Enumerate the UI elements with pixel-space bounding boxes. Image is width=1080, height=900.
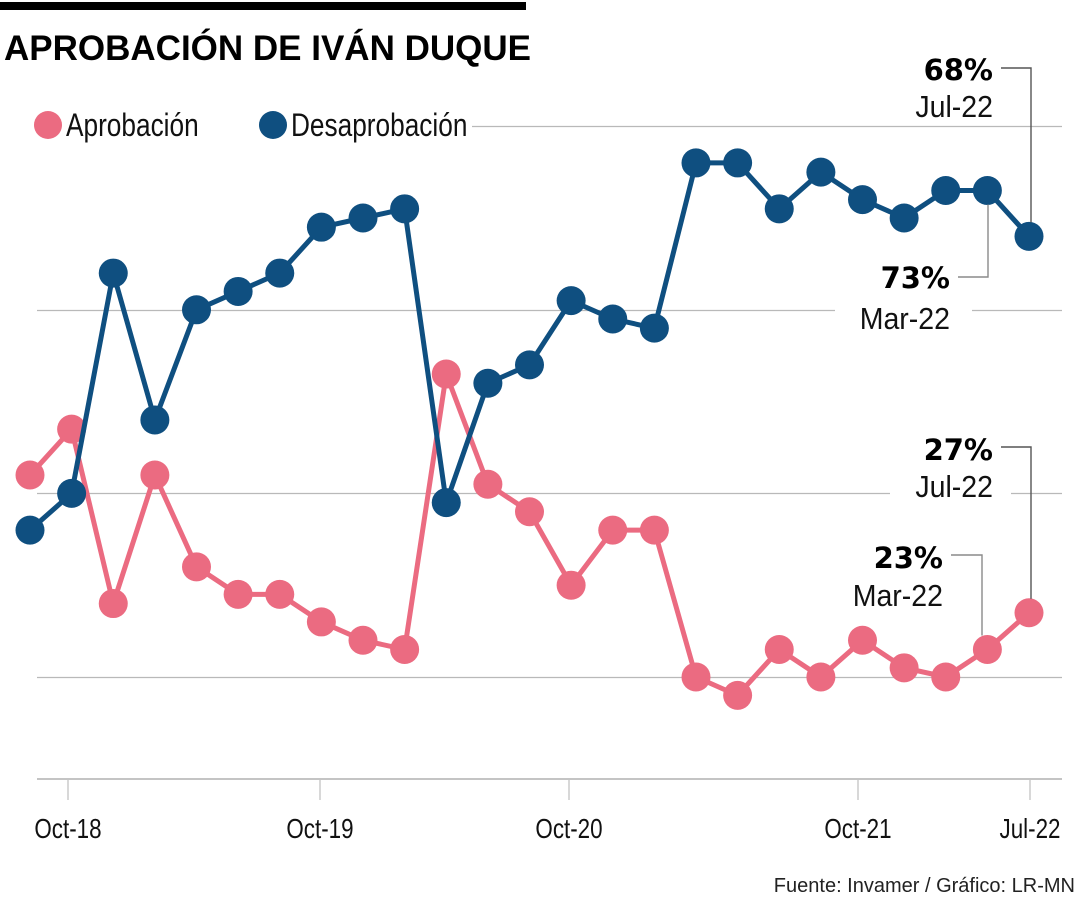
data-point-aprobacion[interactable] — [390, 634, 420, 664]
data-point-desaprobacion[interactable] — [140, 405, 170, 435]
data-point-desaprobacion[interactable] — [515, 350, 544, 380]
data-point-aprobacion[interactable] — [972, 634, 1002, 664]
annotation-value: 27% — [924, 433, 993, 467]
annotation-date: Mar-22 — [853, 579, 943, 613]
data-point-aprobacion[interactable] — [681, 662, 711, 692]
series-desaprobacion — [15, 148, 1044, 545]
x-axis: Oct-18 Oct-19 Oct-20 Oct-21 Jul-22 — [34, 778, 1062, 845]
x-tick-label: Oct-21 — [824, 814, 891, 845]
data-point-desaprobacion[interactable] — [764, 194, 794, 224]
legend-swatch-desaprobacion — [259, 111, 287, 139]
data-point-aprobacion[interactable] — [57, 414, 87, 444]
data-point-desaprobacion[interactable] — [1014, 221, 1044, 251]
data-point-desaprobacion[interactable] — [889, 203, 919, 233]
x-tick-label: Oct-20 — [535, 814, 602, 845]
data-point-aprobacion[interactable] — [764, 634, 794, 664]
annotation-date: Jul-22 — [915, 90, 993, 124]
annotation-leader-line — [951, 554, 983, 636]
annotation-leader-line — [1001, 67, 1032, 223]
annotation-date: Jul-22 — [915, 470, 993, 504]
annotation-desaprobacion-jul-22: 68%Jul-22 — [915, 53, 1032, 223]
data-point-aprobacion[interactable] — [431, 359, 461, 389]
data-point-aprobacion[interactable] — [15, 460, 45, 490]
data-point-aprobacion[interactable] — [1014, 598, 1044, 628]
x-tick-label: Oct-19 — [286, 814, 353, 845]
data-point-aprobacion[interactable] — [848, 625, 877, 655]
legend-item-aprobacion[interactable]: Aprobación — [34, 109, 199, 144]
x-tick-label: Jul-22 — [1000, 814, 1061, 845]
data-point-desaprobacion[interactable] — [681, 148, 711, 178]
series-line-aprobacion — [28, 371, 1031, 698]
data-point-aprobacion[interactable] — [639, 515, 669, 545]
title-bar — [0, 2, 526, 10]
legend: Aprobación Desaprobación — [34, 109, 467, 144]
data-point-desaprobacion[interactable] — [306, 212, 336, 242]
annotation-desaprobacion-mar-22: 73% Mar-22 — [860, 204, 989, 336]
annotation-value: 23% — [874, 541, 943, 575]
data-point-aprobacion[interactable] — [223, 579, 253, 609]
legend-label-desaprobacion: Desaprobación — [291, 109, 467, 144]
annotation-value: 68% — [924, 53, 993, 87]
legend-item-desaprobacion[interactable]: Desaprobación — [259, 109, 467, 144]
data-point-desaprobacion[interactable] — [556, 286, 586, 316]
data-point-desaprobacion[interactable] — [265, 258, 295, 288]
data-point-aprobacion[interactable] — [515, 497, 544, 527]
data-point-aprobacion[interactable] — [98, 589, 128, 619]
data-point-desaprobacion[interactable] — [182, 295, 211, 325]
series-line-desaprobacion — [28, 160, 1031, 532]
source-note: Fuente: Invamer / Gráfico: LR-MN — [774, 875, 1075, 897]
data-point-aprobacion[interactable] — [556, 570, 586, 600]
data-point-aprobacion[interactable] — [598, 515, 628, 545]
data-point-desaprobacion[interactable] — [390, 194, 420, 224]
data-point-aprobacion[interactable] — [348, 625, 378, 655]
data-point-aprobacion[interactable] — [140, 460, 170, 490]
gridlines — [37, 125, 1062, 679]
data-point-desaprobacion[interactable] — [348, 203, 378, 233]
data-point-desaprobacion[interactable] — [723, 148, 753, 178]
data-point-aprobacion[interactable] — [473, 469, 503, 499]
legend-label-aprobacion: Aprobación — [66, 109, 199, 144]
data-point-aprobacion[interactable] — [889, 653, 919, 683]
data-point-desaprobacion[interactable] — [15, 515, 45, 545]
data-point-aprobacion[interactable] — [723, 680, 753, 710]
chart-title: APROBACIÓN DE IVÁN DUQUE — [4, 28, 531, 68]
data-point-desaprobacion[interactable] — [931, 175, 961, 205]
data-point-aprobacion[interactable] — [265, 579, 295, 609]
annotation-value: 73% — [881, 261, 950, 295]
legend-swatch-aprobacion — [34, 111, 62, 139]
data-point-desaprobacion[interactable] — [57, 478, 87, 508]
data-point-desaprobacion[interactable] — [972, 175, 1002, 205]
series-layer — [15, 148, 1044, 710]
data-point-aprobacion[interactable] — [182, 552, 211, 582]
annotation-aprobacion-mar-22: 23% Mar-22 — [853, 541, 983, 636]
data-point-desaprobacion[interactable] — [598, 304, 628, 334]
series-aprobacion — [15, 359, 1044, 710]
data-point-aprobacion[interactable] — [931, 662, 961, 692]
data-point-desaprobacion[interactable] — [639, 313, 669, 343]
data-point-aprobacion[interactable] — [306, 607, 336, 637]
annotation-leader-line — [1001, 446, 1032, 599]
data-point-aprobacion[interactable] — [806, 662, 836, 692]
data-point-desaprobacion[interactable] — [223, 276, 253, 306]
data-point-desaprobacion[interactable] — [848, 185, 877, 215]
data-point-desaprobacion[interactable] — [473, 368, 503, 398]
data-point-desaprobacion[interactable] — [431, 488, 461, 518]
annotation-date: Mar-22 — [860, 302, 950, 336]
data-point-desaprobacion[interactable] — [98, 258, 128, 288]
data-point-desaprobacion[interactable] — [806, 157, 836, 187]
x-tick-label: Oct-18 — [34, 814, 101, 845]
annotation-leader-line — [958, 204, 989, 278]
annotation-aprobacion-jul-22: 27%Jul-22 — [915, 433, 1032, 599]
